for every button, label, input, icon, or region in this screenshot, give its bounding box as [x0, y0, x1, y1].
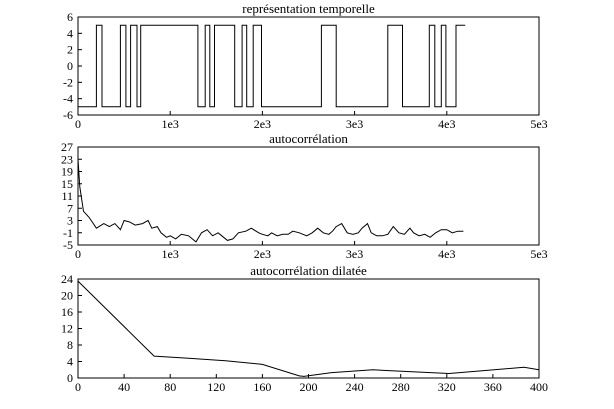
x-tick-label: 5e3 — [530, 117, 547, 131]
y-tick-label: 4 — [67, 355, 73, 369]
series-line-1 — [77, 159, 464, 243]
x-tick-label: 3e3 — [346, 247, 363, 261]
y-tick-label: -4 — [63, 92, 73, 106]
series-line-1 — [78, 24, 466, 108]
y-tick-label: -1 — [63, 226, 73, 240]
y-tick-label: -2 — [63, 75, 73, 89]
x-tick-label: 2e3 — [254, 247, 271, 261]
y-tick-label: 3 — [67, 214, 73, 228]
plot-frame — [77, 278, 540, 379]
x-tick-label: 120 — [207, 380, 225, 394]
chart-title: représentation temporelle — [242, 1, 375, 16]
x-tick-label: 0 — [75, 117, 81, 131]
y-tick-label: -5 — [63, 238, 73, 252]
y-tick-label: -6 — [63, 108, 73, 122]
y-tick-label: 6 — [67, 10, 73, 24]
plot-frame — [77, 16, 540, 116]
y-tick-label: 20 — [61, 289, 73, 303]
y-tick-label: 4 — [67, 26, 73, 40]
y-tick-label: 2 — [67, 43, 73, 57]
x-tick-label: 0 — [75, 247, 81, 261]
x-tick-label: 3e3 — [346, 117, 363, 131]
x-tick-label: 280 — [392, 380, 410, 394]
y-tick-label: 27 — [61, 140, 73, 154]
y-tick-label: 7 — [67, 201, 73, 215]
y-tick-label: 23 — [61, 152, 73, 166]
series-line-1 — [77, 280, 540, 377]
y-tick-label: 12 — [61, 322, 73, 336]
x-tick-label: 360 — [484, 380, 502, 394]
y-tick-label: 11 — [61, 189, 73, 203]
y-tick-label: 0 — [67, 59, 73, 73]
y-tick-label: 8 — [67, 338, 73, 352]
x-tick-label: 160 — [253, 380, 271, 394]
y-tick-label: 16 — [61, 305, 73, 319]
y-tick-label: 0 — [67, 371, 73, 385]
chart-title: autocorrélation dilatée — [250, 263, 367, 278]
x-tick-label: 40 — [118, 380, 130, 394]
x-tick-label: 400 — [530, 380, 548, 394]
x-tick-label: 320 — [438, 380, 456, 394]
x-tick-label: 1e3 — [162, 117, 179, 131]
y-tick-label: 24 — [61, 272, 73, 286]
x-tick-label: 240 — [346, 380, 364, 394]
x-tick-label: 5e3 — [530, 247, 547, 261]
x-tick-label: 1e3 — [162, 247, 179, 261]
plot-frame — [77, 146, 540, 246]
y-tick-label: 15 — [61, 177, 73, 191]
x-tick-label: 4e3 — [438, 247, 455, 261]
x-tick-label: 4e3 — [438, 117, 455, 131]
x-tick-label: 80 — [164, 380, 176, 394]
chart-title: autocorrélation — [269, 131, 348, 146]
x-tick-label: 200 — [300, 380, 318, 394]
x-tick-label: 0 — [75, 380, 81, 394]
y-tick-label: 19 — [61, 165, 73, 179]
x-tick-label: 2e3 — [254, 117, 271, 131]
